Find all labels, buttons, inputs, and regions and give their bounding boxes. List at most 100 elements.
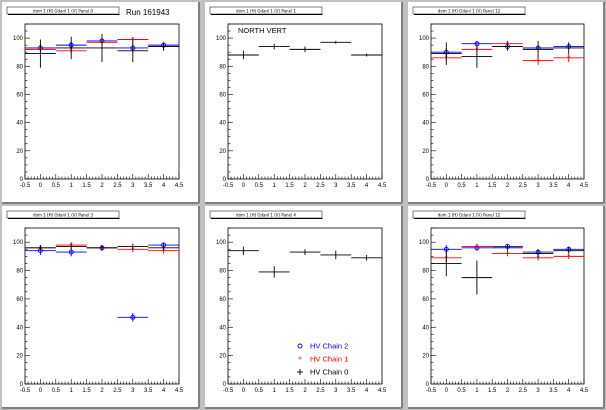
data-point-circle <box>130 314 136 320</box>
y-tick-label: 20 <box>16 149 23 155</box>
y-tick-label: 100 <box>419 36 430 42</box>
y-tick-label: 40 <box>219 121 226 127</box>
x-tick-label: 0 <box>445 183 449 189</box>
panel-title: dom 1 (H) Gdanl 1 (V) Panel 4 <box>236 213 296 218</box>
y-tick-label: 80 <box>219 64 226 70</box>
x-tick-label: 2 <box>100 183 104 189</box>
data-point-star: * <box>536 57 540 65</box>
x-tick-label: 4 <box>162 388 166 394</box>
legend-label: HV Chain 2 <box>310 342 348 351</box>
x-tick-label: 1 <box>475 183 479 189</box>
pad-background <box>205 2 402 203</box>
x-tick-label: 0.5 <box>457 388 466 394</box>
y-tick-label: 40 <box>219 325 226 331</box>
series-hv-chain-0 <box>431 40 584 68</box>
series-hv-chain-0 <box>228 246 382 278</box>
y-tick-label: 20 <box>219 354 226 360</box>
chart-panel-3: dom 1 (H) Gdanl 1 (V) Panel 12-0.5 0 0.5 1 1… <box>408 2 605 204</box>
pad-background <box>2 2 199 203</box>
x-tick-label: 2.5 <box>519 183 528 189</box>
x-tick-label: 3 <box>536 183 540 189</box>
x-tick-label: 1.5 <box>285 183 294 189</box>
chart-panel-5: dom 1 (H) Gdanl 1 (V) Panel 4-0.5 0 0.5 1 1.… <box>205 206 403 409</box>
x-tick-label: 0.5 <box>52 388 61 394</box>
panel-title: dom 1 (H) Gdanl 1 (V) Panel 0 <box>33 9 93 14</box>
data-point-star: * <box>567 253 571 261</box>
y-tick-label: 60 <box>219 92 226 98</box>
x-tick-label: 4.5 <box>378 388 387 394</box>
y-tick-label: 80 <box>422 269 429 275</box>
y-tick-label: 20 <box>422 149 429 155</box>
panel-title: dom 1 (H) Gdanl 1 (V) Panel 12 <box>438 9 501 14</box>
data-point-star: * <box>567 54 571 62</box>
series-hv-chain-0 <box>431 245 584 295</box>
x-tick-label: 4.5 <box>175 388 184 394</box>
x-tick-label: 2.5 <box>519 388 528 394</box>
y-tick-label: 60 <box>16 92 23 98</box>
y-tick-label: 60 <box>219 297 226 303</box>
x-tick-label: 4 <box>567 183 571 189</box>
x-tick-label: 3 <box>334 183 338 189</box>
y-tick-label: 40 <box>422 325 429 331</box>
data-point-star: * <box>131 246 135 254</box>
x-tick-label: 1.5 <box>488 183 497 189</box>
pad-background <box>2 206 199 408</box>
x-tick-label: 4.5 <box>580 388 589 394</box>
x-tick-label: 1 <box>70 388 74 394</box>
x-tick-label: 1 <box>70 183 74 189</box>
x-tick-label: 0 <box>242 388 246 394</box>
pad-background <box>205 206 402 408</box>
x-tick-label: -0.5 <box>20 388 31 394</box>
x-tick-label: 3 <box>131 183 135 189</box>
x-tick-label: 2 <box>303 388 307 394</box>
x-tick-label: 2.5 <box>113 388 122 394</box>
x-tick-label: 4.5 <box>378 183 387 189</box>
y-tick-label: 0 <box>426 382 430 388</box>
x-tick-label: 4 <box>567 388 571 394</box>
legend-label: HV Chain 1 <box>310 355 348 364</box>
data-point-star: * <box>506 250 510 258</box>
x-tick-label: 0.5 <box>457 183 466 189</box>
chart-panel-6: dom 1 (H) Gdanl 1 (V) Panel 12-0.5 0 0.5 1 1… <box>408 206 605 409</box>
x-tick-label: 1.5 <box>82 183 91 189</box>
x-tick-label: 3.5 <box>347 388 356 394</box>
y-tick-label: 80 <box>16 64 23 70</box>
x-tick-label: 3 <box>334 388 338 394</box>
panel-title: dom 1 (H) Gdanl 1 (V) Panel 3 <box>33 213 93 218</box>
x-tick-label: 4 <box>162 183 166 189</box>
x-tick-label: 4 <box>365 388 369 394</box>
pad-background <box>408 206 604 408</box>
x-tick-label: 3.5 <box>549 183 558 189</box>
series-hv-chain-0 <box>25 243 179 251</box>
x-tick-label: -0.5 <box>20 183 31 189</box>
x-tick-label: 0 <box>242 183 246 189</box>
legend-marker-star: * <box>298 356 302 364</box>
y-tick-label: 60 <box>16 297 23 303</box>
chart-panel-1: dom 1 (H) Gdanl 1 (V) Panel 0-0.5 0 0.5 1 1.… <box>2 2 200 204</box>
x-tick-label: 0.5 <box>255 388 264 394</box>
y-tick-label: 40 <box>16 325 23 331</box>
x-tick-label: 4 <box>365 183 369 189</box>
x-tick-label: 0.5 <box>255 183 264 189</box>
x-tick-label: 1.5 <box>488 388 497 394</box>
x-tick-label: 2 <box>303 183 307 189</box>
legend-entry: * HV Chain 1 <box>298 355 348 364</box>
y-tick-label: 100 <box>13 240 24 246</box>
x-tick-label: -0.5 <box>426 388 437 394</box>
y-tick-label: 0 <box>223 382 227 388</box>
legend-entry: HV Chain 0 <box>297 368 348 377</box>
series-hv-chain-0 <box>25 33 179 68</box>
chart-panel-4: dom 1 (H) Gdanl 1 (V) Panel 3-0.5 0 0.5 1 1.… <box>2 206 200 409</box>
y-tick-label: 40 <box>16 121 23 127</box>
y-tick-label: 0 <box>223 177 227 183</box>
legend-label: HV Chain 0 <box>310 368 348 377</box>
series-hv-chain-0 <box>228 40 382 60</box>
x-tick-label: 2 <box>506 183 510 189</box>
y-tick-label: 80 <box>219 269 226 275</box>
y-tick-label: 20 <box>16 354 23 360</box>
data-point-star: * <box>162 247 166 255</box>
panel-annotation: NORTH VERT <box>238 26 287 35</box>
chart-panel-2: dom 1 (H) Gdanl 1 (V) Panel 1-0.5 0 0.5 1 1.… <box>205 2 403 204</box>
